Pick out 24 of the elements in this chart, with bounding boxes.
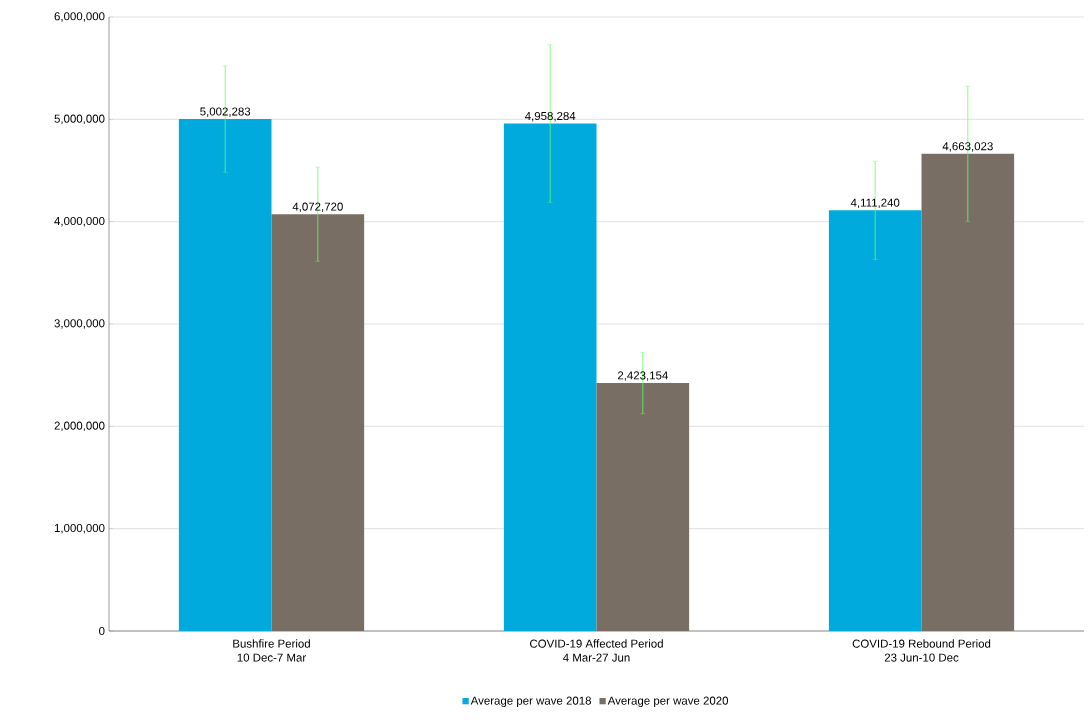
data-label: 4,663,023 xyxy=(942,142,993,152)
legend-label: Average per wave 2018 xyxy=(470,696,591,707)
bar xyxy=(828,210,922,631)
data-label: 2,423,154 xyxy=(617,371,668,381)
y-tick-label: 3,000,000 xyxy=(54,319,105,329)
bar xyxy=(178,119,272,631)
x-tick-label: COVID-19 Rebound Period 23 Jun-10 Dec xyxy=(852,639,991,662)
y-tick-label: 5,000,000 xyxy=(54,114,105,125)
x-tick-label: COVID-19 Affected Period 4 Mar-27 Jun xyxy=(530,639,663,662)
y-tick-label: 4,000,000 xyxy=(54,216,105,227)
data-label: 4,072,720 xyxy=(292,202,343,213)
data-label: 4,958,284 xyxy=(524,111,576,122)
bar xyxy=(271,214,365,631)
data-label: 5,002,283 xyxy=(200,107,251,117)
bar xyxy=(503,123,597,631)
data-label: 4,111,240 xyxy=(850,198,900,209)
y-tick-label: 0 xyxy=(99,626,105,636)
y-tick-label: 2,000,000 xyxy=(54,421,105,432)
x-tick-label: Bushfire Period 10 Dec-7 Mar xyxy=(233,639,310,662)
y-tick-label: 1,000,000 xyxy=(54,523,105,534)
y-tick-label: 6,000,000 xyxy=(54,12,105,22)
legend-label: Average per wave 2020 xyxy=(607,696,729,707)
bar xyxy=(596,383,690,631)
bar xyxy=(921,153,1015,631)
